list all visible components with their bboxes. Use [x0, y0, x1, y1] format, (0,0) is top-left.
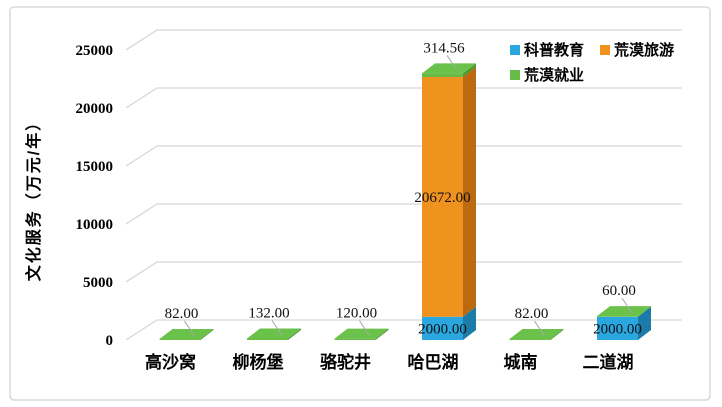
- bar-side-face: [200, 329, 214, 340]
- y-gridline: [125, 145, 682, 167]
- x-category-label: 城南: [504, 352, 538, 372]
- y-tick-label: 20000: [76, 101, 114, 117]
- legend-swatch: [600, 45, 610, 55]
- x-category-label: 高沙窝: [145, 352, 196, 372]
- bar-front-face: [597, 316, 638, 317]
- bar-top-face: [247, 328, 301, 339]
- bar-top-face: [334, 328, 389, 339]
- legend-label: 科普教育: [524, 41, 584, 59]
- data-label: 2000.00: [593, 321, 642, 337]
- bar-front-face: [509, 339, 551, 340]
- y-tick-label: 10000: [76, 217, 114, 233]
- bar-side-face: [288, 328, 301, 340]
- y-gridline: [125, 319, 682, 341]
- bar-top-face: [597, 306, 651, 317]
- bar-front-face: [422, 73, 463, 78]
- y-gridline: [125, 87, 682, 109]
- data-label: 2000.00: [418, 321, 467, 337]
- data-label: 82.00: [165, 306, 199, 322]
- x-category-label: 骆驼井: [320, 352, 371, 372]
- data-label: 82.00: [515, 306, 549, 322]
- y-tick-label: 0: [106, 333, 114, 349]
- data-label: 20672.00: [414, 190, 470, 206]
- y-tick-label: 15000: [76, 159, 114, 175]
- bar-front-face: [597, 316, 638, 340]
- data-label: 314.56: [423, 40, 465, 56]
- y-tick-label: 5000: [83, 275, 113, 291]
- bar-side-face: [463, 67, 476, 317]
- leader-line: [271, 320, 283, 336]
- x-category-label: 哈巴湖: [408, 352, 459, 372]
- bar-top-face: [509, 329, 564, 340]
- x-category-label: 柳杨堡: [233, 352, 284, 372]
- bar-front-face: [422, 316, 463, 340]
- data-label: 120.00: [336, 306, 377, 322]
- leader-line: [446, 55, 458, 71]
- legend-label: 荒漠就业: [524, 66, 584, 84]
- y-axis-title: 文化服务（万元/年）: [24, 113, 43, 281]
- data-label: 132.00: [248, 305, 289, 321]
- legend-swatch: [510, 70, 520, 80]
- bar-side-face: [463, 306, 476, 340]
- bar-side-face: [638, 306, 651, 340]
- bar-side-face: [638, 306, 651, 317]
- leader-line: [184, 320, 195, 337]
- bar-front-face: [422, 77, 463, 317]
- bar-front-face: [159, 339, 201, 340]
- bar-side-face: [550, 329, 564, 340]
- bar-top-face: [159, 329, 214, 340]
- y-gridline: [125, 203, 682, 225]
- y-tick-label: 25000: [76, 43, 114, 59]
- bar-top-face: [422, 63, 476, 74]
- bar-front-face: [334, 338, 376, 340]
- leader-line: [534, 320, 545, 337]
- x-category-label: 二道湖: [583, 352, 634, 372]
- bar-front-face: [247, 338, 288, 340]
- leader-line: [621, 297, 633, 314]
- legend-label: 荒漠旅游: [614, 41, 674, 59]
- legend-swatch: [510, 45, 520, 55]
- bar-side-face: [375, 328, 389, 340]
- y-gridline: [125, 261, 682, 283]
- y-gridline: [125, 29, 682, 51]
- bar-side-face: [463, 63, 476, 78]
- data-label: 60.00: [602, 283, 636, 299]
- leader-line: [359, 320, 370, 336]
